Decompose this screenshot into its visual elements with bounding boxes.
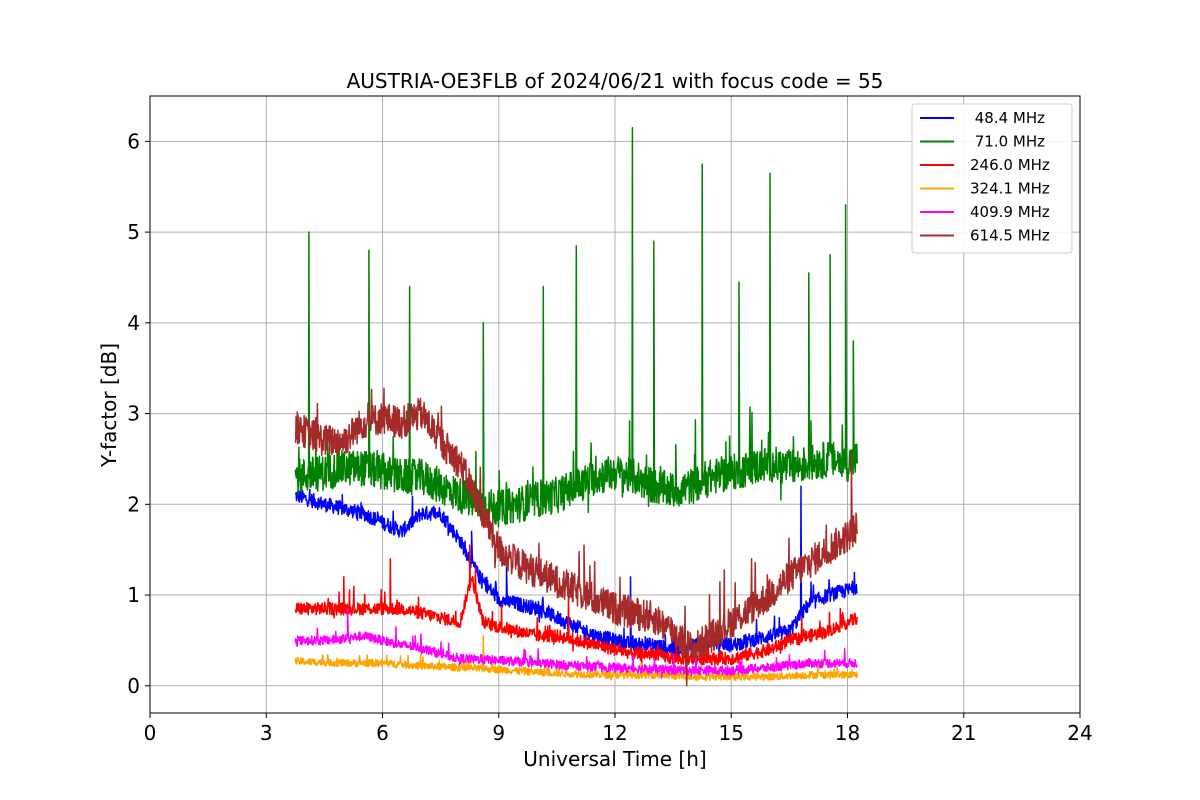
y-tick-label: 0 (127, 674, 140, 698)
y-axis-label: Y-factor [dB] (97, 343, 121, 468)
legend-label: 409.9 MHz (970, 203, 1050, 221)
x-tick-label: 3 (260, 721, 273, 745)
y-tick-label: 6 (127, 129, 140, 153)
x-tick-label: 21 (951, 721, 976, 745)
legend-label: 324.1 MHz (970, 180, 1050, 198)
y-tick-label: 3 (127, 402, 140, 426)
legend: 48.4 MHz 71.0 MHz 246.0 MHz 324.1 MHz 409.9… (911, 103, 1073, 254)
series-line-5 (294, 387, 858, 687)
series-layer (294, 127, 858, 687)
x-tick-label: 9 (492, 721, 505, 745)
series-line-2 (294, 544, 858, 667)
legend-label: 48.4 MHz (970, 109, 1045, 127)
legend-label: 71.0 MHz (970, 133, 1045, 151)
y-tick-label: 4 (127, 311, 140, 335)
series-line-1 (294, 127, 858, 528)
x-axis-label: Universal Time [h] (523, 747, 706, 771)
x-tick-label: 18 (835, 721, 860, 745)
x-tick-label: 12 (602, 721, 627, 745)
series-line-4 (294, 607, 858, 679)
x-tick-label: 15 (719, 721, 744, 745)
y-tick-label: 5 (127, 220, 140, 244)
series-line-0 (294, 485, 858, 657)
legend-label: 246.0 MHz (970, 156, 1050, 174)
chart-title: AUSTRIA-OE3FLB of 2024/06/21 with focus … (347, 69, 884, 93)
x-tick-label: 6 (376, 721, 389, 745)
y-tick-label: 2 (127, 492, 140, 516)
series-line-3 (294, 635, 858, 682)
y-tick-label: 1 (127, 583, 140, 607)
x-tick-label: 24 (1067, 721, 1092, 745)
legend-label: 614.5 MHz (970, 227, 1050, 245)
x-tick-label: 0 (144, 721, 157, 745)
